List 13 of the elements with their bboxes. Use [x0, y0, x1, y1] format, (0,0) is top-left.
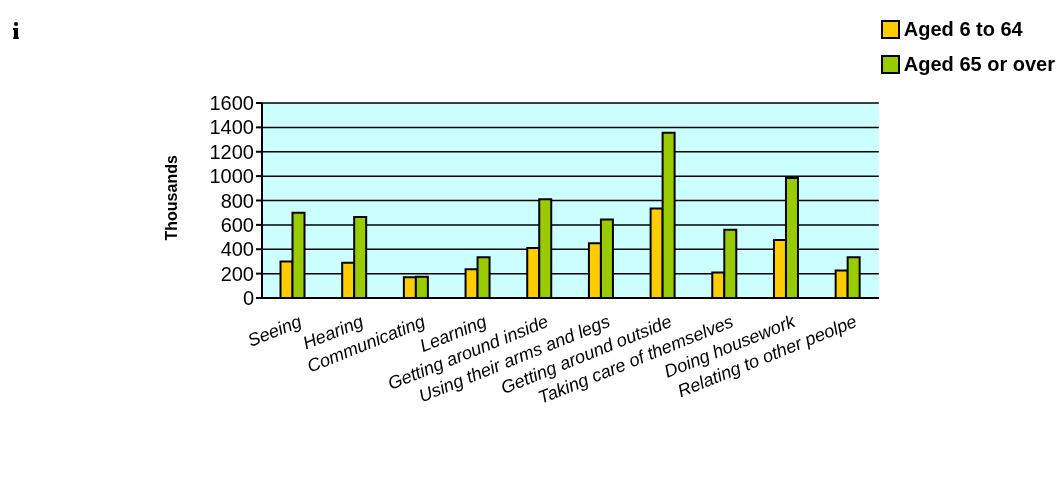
- y-tick-label: 1200: [209, 140, 254, 163]
- y-tick-label: 1000: [209, 165, 254, 188]
- y-tick-label: 600: [220, 213, 254, 236]
- y-tick-label: 800: [220, 189, 254, 212]
- y-tick-label: 1400: [209, 116, 254, 139]
- y-tick-label: 200: [220, 262, 254, 285]
- legend-label: Aged 6 to 64: [903, 18, 1023, 41]
- x-tick-label: Seeing: [244, 311, 305, 351]
- legend-label: Aged 65 or over: [903, 53, 1055, 76]
- y-tick-label: 400: [220, 238, 254, 261]
- y-tick-label: 1600: [209, 92, 254, 115]
- y-axis-title: Thousands: [162, 155, 180, 241]
- y-tick-label: 0: [242, 287, 254, 310]
